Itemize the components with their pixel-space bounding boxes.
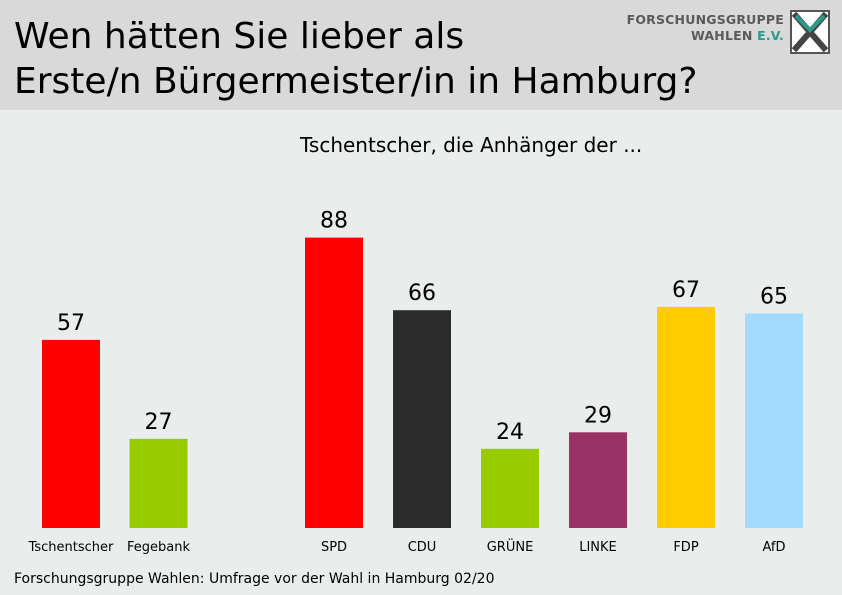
header-band: Wen hätten Sie lieber als Erste/n Bürger… [0, 0, 842, 110]
category-label-afd: AfD [762, 540, 785, 555]
logo-text: FORSCHUNGSGRUPPE WAHLEN E.V. [627, 12, 784, 44]
bar-spd [305, 237, 363, 528]
category-label-cdu: CDU [408, 540, 437, 555]
chart-title: Wen hätten Sie lieber als Erste/n Bürger… [14, 14, 698, 104]
bar-cdu [393, 310, 451, 528]
logo-line-1: FORSCHUNGSGRUPPE [626, 12, 784, 27]
category-label-gr-ne: GRÜNE [487, 538, 534, 555]
source-footer: Forschungsgruppe Wahlen: Umfrage vor der… [14, 571, 495, 587]
value-label-fdp: 67 [672, 278, 700, 303]
category-label-tschentscher: Tschentscher [28, 540, 114, 555]
value-label-fegebank: 27 [145, 410, 173, 435]
title-line-1: Wen hätten Sie lieber als [14, 16, 465, 57]
ballot-cross-icon [790, 10, 830, 54]
value-label-spd: 88 [320, 209, 348, 234]
category-label-fdp: FDP [673, 540, 698, 555]
title-line-2: Erste/n Bürgermeister/in in Hamburg? [14, 61, 698, 102]
chart-subtitle: Tschentscher, die Anhänger der ... [300, 133, 643, 157]
logo-line-2-suffix: E.V. [757, 28, 784, 43]
category-label-fegebank: Fegebank [127, 540, 190, 555]
value-label-tschentscher: 57 [57, 311, 85, 336]
fgw-logo: FORSCHUNGSGRUPPE WAHLEN E.V. [627, 8, 838, 58]
bar-fegebank [129, 438, 188, 528]
bar-afd [745, 313, 803, 528]
bar-tschentscher [42, 339, 100, 528]
logo-line-2-prefix: WAHLEN [691, 28, 758, 43]
category-label-linke: LINKE [579, 540, 617, 555]
category-label-spd: SPD [321, 540, 347, 555]
logo-line-2: WAHLEN E.V. [627, 28, 784, 44]
bar-gr-ne [481, 448, 539, 528]
value-label-cdu: 66 [408, 281, 436, 306]
value-label-afd: 65 [760, 285, 788, 310]
bar-linke [569, 432, 627, 528]
bar-fdp [657, 306, 715, 528]
value-label-linke: 29 [584, 403, 612, 428]
value-label-gr-ne: 24 [496, 420, 524, 445]
